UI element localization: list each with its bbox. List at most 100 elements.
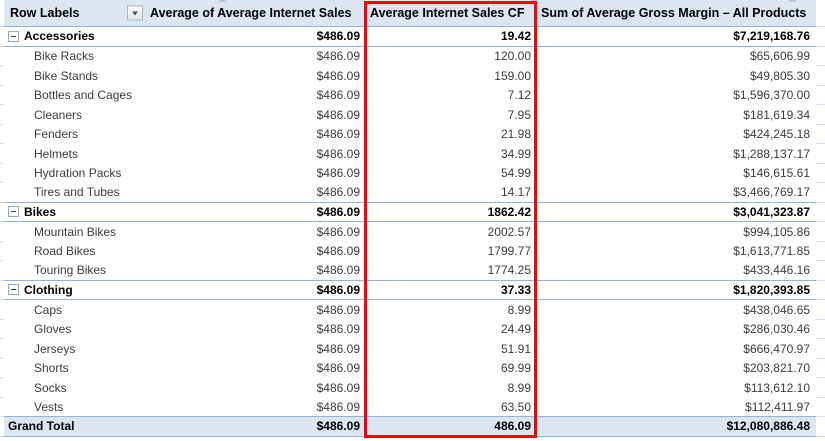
gross-margin-cell[interactable]: $49,805.30	[749, 68, 810, 83]
avg-internet-sales-cell[interactable]: $486.09	[316, 380, 360, 395]
row-label-cell[interactable]: Clothing	[4, 281, 146, 300]
internet-sales-cf-cell[interactable]: 1774.25	[366, 261, 537, 281]
internet-sales-cf-cell[interactable]: 8.99	[507, 380, 531, 395]
internet-sales-cf-cell[interactable]: 7.12	[507, 88, 531, 103]
row-label-cell[interactable]: Vests	[4, 398, 146, 417]
gross-margin-cell[interactable]: $286,030.46	[743, 322, 810, 337]
row-label-cell[interactable]: Helmets	[4, 144, 146, 164]
column-header-gross-margin[interactable]: Sum of Average Gross Margin – All Produc…	[537, 0, 816, 27]
internet-sales-cf-cell[interactable]: 34.99	[500, 146, 531, 161]
gross-margin-cell[interactable]: $1,288,137.17	[733, 146, 810, 161]
avg-internet-sales-cell[interactable]: $486.09	[316, 166, 360, 181]
avg-internet-sales-cell[interactable]: $486.09	[316, 224, 360, 239]
row-label-cell[interactable]: Accessories	[4, 27, 146, 47]
avg-internet-sales-cell[interactable]: $486.09	[316, 361, 360, 376]
row-label-cell[interactable]: Touring Bikes	[4, 261, 146, 281]
row-label-cell[interactable]: Gloves	[4, 320, 146, 340]
gross-margin-cell[interactable]: $1,596,370.00	[733, 88, 810, 103]
gross-margin-cell[interactable]: $433,446.16	[537, 261, 816, 281]
internet-sales-cf-cell[interactable]: 24.49	[500, 322, 531, 337]
row-labels-header-cell[interactable]: Row Labels	[4, 0, 146, 27]
internet-sales-cf-cell[interactable]: 51.91	[500, 341, 531, 356]
row-label-cell[interactable]: Shorts	[4, 359, 146, 379]
avg-internet-sales-cell[interactable]: $486.09	[316, 68, 360, 83]
row-labels-filter-button[interactable]	[127, 5, 143, 21]
gross-margin-cell[interactable]: $7,219,168.76	[537, 27, 816, 47]
gross-margin-cell[interactable]: $1,820,393.85	[537, 281, 816, 300]
avg-internet-sales-cell[interactable]: $486.09	[316, 146, 360, 161]
gross-margin-cell[interactable]: $65,606.99	[749, 49, 810, 64]
collapse-button[interactable]	[8, 284, 19, 296]
avg-internet-sales-cell[interactable]: $486.09	[146, 183, 366, 203]
gross-margin-cell[interactable]: $12,080,886.48	[537, 417, 816, 437]
internet-sales-cf-cell[interactable]: 2002.57	[487, 224, 531, 239]
column-header-avg-internet-sales[interactable]: Average of Average Internet Sales	[146, 0, 366, 27]
row-label-cell[interactable]: Bottles and Cages	[4, 86, 146, 106]
avg-internet-sales-cell[interactable]: $486.09	[146, 261, 366, 281]
internet-sales-cf-cell[interactable]: 7.95	[507, 107, 531, 122]
internet-sales-cf-cell[interactable]: 21.98	[500, 127, 531, 142]
internet-sales-cf-cell[interactable]: 159.00	[494, 68, 531, 83]
gross-margin-cell[interactable]: $3,466,769.17	[537, 183, 816, 203]
avg-internet-sales-cell[interactable]: $486.09	[316, 49, 360, 64]
row-label: Jerseys	[34, 341, 76, 356]
avg-internet-sales-cell[interactable]: $486.09	[316, 88, 360, 103]
row-label-cell[interactable]: Grand Total	[4, 417, 146, 437]
internet-sales-cf-cell[interactable]: 1799.77	[487, 244, 531, 259]
row-label-cell[interactable]: Cleaners	[4, 105, 146, 125]
row-label-cell[interactable]: Hydration Packs	[4, 164, 146, 184]
avg-internet-sales-cell[interactable]: $486.09	[316, 341, 360, 356]
internet-sales-cf-cell[interactable]: 1862.42	[366, 203, 537, 222]
internet-sales-cf-cell[interactable]: 19.42	[366, 27, 537, 47]
internet-sales-cf-cell[interactable]: 63.50	[366, 398, 537, 417]
row-label: Bike Racks	[34, 49, 95, 64]
internet-sales-cf-cell[interactable]: 54.99	[500, 166, 531, 181]
avg-internet-sales-cell[interactable]: $486.09	[146, 27, 366, 47]
avg-internet-sales-cell[interactable]: $486.09	[316, 107, 360, 122]
gross-margin-cell[interactable]: $994,105.86	[743, 224, 810, 239]
gridline-sliver-right	[816, 222, 825, 242]
row-label-cell[interactable]: Bike Racks	[4, 47, 146, 67]
avg-internet-sales-cell[interactable]: $486.09	[146, 417, 366, 437]
gridline-sliver-left	[0, 86, 4, 105]
gross-margin-cell[interactable]: $438,046.65	[743, 302, 810, 317]
gross-margin-cell[interactable]: $113,612.10	[744, 380, 810, 395]
row-label-cell[interactable]: Socks	[4, 378, 146, 398]
row-label-cell[interactable]: Fenders	[4, 125, 146, 145]
internet-sales-cf-cell[interactable]: 14.17	[366, 183, 537, 203]
avg-internet-sales-cell[interactable]: $486.09	[146, 281, 366, 300]
row-label: Gloves	[34, 322, 72, 337]
avg-internet-sales-cell[interactable]: $486.09	[316, 322, 360, 337]
avg-internet-sales-cell[interactable]: $486.09	[146, 203, 366, 222]
row-label-cell[interactable]: Bike Stands	[4, 66, 146, 86]
gross-margin-cell[interactable]: $112,411.97	[537, 398, 816, 417]
internet-sales-cf-cell[interactable]: 8.99	[507, 302, 531, 317]
gross-margin-cell[interactable]: $203,821.70	[743, 361, 810, 376]
row-label-cell[interactable]: Bikes	[4, 203, 146, 222]
gridline-sliver-left	[0, 398, 4, 417]
gross-margin-cell[interactable]: $424,245.18	[743, 127, 810, 142]
internet-sales-cf-cell[interactable]: 486.09	[366, 417, 537, 437]
collapse-button[interactable]	[8, 206, 19, 218]
row-label-cell[interactable]: Tires and Tubes	[4, 183, 146, 203]
gross-margin-cell[interactable]: $666,470.97	[743, 341, 810, 356]
row-label-cell[interactable]: Mountain Bikes	[4, 222, 146, 242]
row-label-cell[interactable]: Jerseys	[4, 339, 146, 359]
column-header-internet-sales-cf[interactable]: Average Internet Sales CF	[366, 0, 537, 27]
gross-margin-cell[interactable]: $3,041,323.87	[537, 203, 816, 222]
gross-margin-cell[interactable]: $1,613,771.85	[733, 244, 810, 259]
gross-margin-cell[interactable]: $181,619.34	[743, 107, 810, 122]
row-label-cell[interactable]: Caps	[4, 300, 146, 320]
row-label-cell[interactable]: Road Bikes	[4, 242, 146, 262]
internet-sales-cf-cell[interactable]: 37.33	[366, 281, 537, 300]
row-label: Accessories	[24, 29, 95, 44]
avg-internet-sales-cell[interactable]: $486.09	[146, 398, 366, 417]
avg-internet-sales-cell[interactable]: $486.09	[316, 127, 360, 142]
internet-sales-cf-cell[interactable]: 69.99	[500, 361, 531, 376]
row-label: Mountain Bikes	[34, 224, 117, 239]
internet-sales-cf-cell[interactable]: 120.00	[494, 49, 531, 64]
gross-margin-cell[interactable]: $146,615.61	[743, 166, 810, 181]
avg-internet-sales-cell[interactable]: $486.09	[316, 244, 360, 259]
collapse-button[interactable]	[8, 30, 19, 42]
avg-internet-sales-cell[interactable]: $486.09	[316, 302, 360, 317]
